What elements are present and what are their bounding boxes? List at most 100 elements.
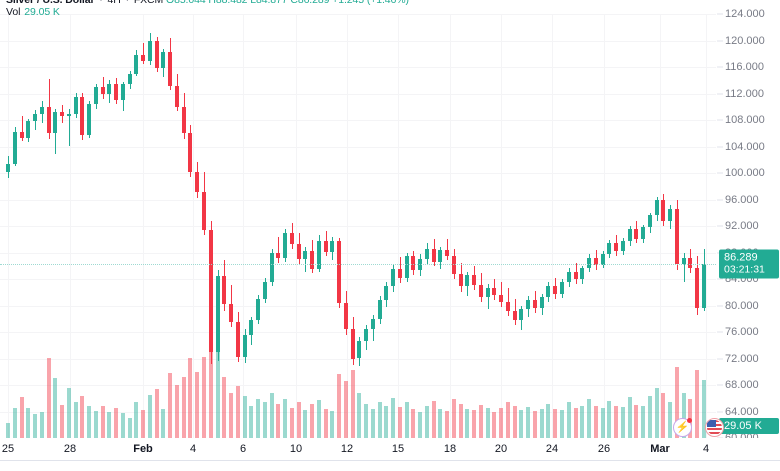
- price-tick-dash: [717, 278, 723, 280]
- gridline-vertical: [398, 14, 399, 438]
- candle-body-up: [391, 269, 395, 286]
- bar-countdown: 03:21:31: [724, 263, 765, 276]
- candle-body-up: [378, 299, 382, 320]
- time-tick-label: 4: [702, 443, 710, 455]
- volume-bar: [601, 408, 605, 438]
- price-axis[interactable]: 124.000 120.000 116.000 112.000 108.000 104.0…: [716, 8, 780, 444]
- gridline-horizontal: [0, 411, 716, 413]
- volume-bar: [80, 395, 84, 438]
- legend-symbol-row[interactable]: Silver / U.S. Dollar · 4H · FXCM O85.044…: [6, 0, 409, 6]
- candle-body-down: [459, 273, 463, 287]
- candle-body-down: [188, 133, 192, 172]
- volume-bar: [324, 408, 328, 438]
- legend-high-label: H: [208, 0, 216, 6]
- candle-body-up: [317, 240, 321, 270]
- volume-bar: [317, 399, 321, 438]
- candle-body-down: [553, 285, 557, 294]
- candle-body-up: [13, 131, 17, 164]
- price-tick-label: 124.000: [725, 8, 765, 20]
- candle-body-down: [492, 287, 496, 295]
- candle-body-up: [94, 86, 98, 105]
- volume-badge[interactable]: 29.05 K: [719, 418, 779, 434]
- volume-bar: [283, 399, 287, 438]
- gridline-vertical: [8, 14, 9, 438]
- gridline-horizontal: [0, 93, 716, 95]
- time-axis[interactable]: 25 28 Feb 4 6 10 12 15 18 20 24 26 Mar 4: [0, 438, 780, 471]
- legend-close-value: 86.289: [297, 0, 330, 6]
- volume-bar: [128, 417, 132, 438]
- volume-bar: [47, 357, 51, 438]
- time-tick-label: 4: [189, 443, 197, 455]
- volume-bar: [351, 370, 355, 438]
- candle-body-up: [702, 263, 706, 309]
- volume-bar: [628, 397, 632, 438]
- candle-body-up: [567, 271, 571, 283]
- price-tick-label: 68.000: [725, 379, 759, 391]
- current-price-value: 86.289: [724, 251, 758, 264]
- volume-bar: [290, 407, 294, 438]
- candle-body-down: [80, 97, 84, 135]
- volume-bar: [661, 393, 665, 438]
- volume-bar: [540, 408, 544, 438]
- volume-bar: [168, 372, 172, 438]
- current-price-badge[interactable]: 86.289 03:21:31: [719, 249, 779, 279]
- candle-body-down: [398, 269, 402, 278]
- candle-body-down: [47, 107, 51, 133]
- candle-body-down: [695, 267, 699, 309]
- price-tick-label: 100.000: [725, 167, 765, 179]
- volume-bar: [263, 402, 267, 438]
- volume-bar: [546, 404, 550, 438]
- volume-bar: [472, 410, 476, 438]
- price-tick-label: 76.000: [725, 326, 759, 338]
- candle-wick: [278, 237, 279, 264]
- volume-bar: [533, 410, 537, 438]
- candle-body-up: [26, 120, 30, 138]
- legend-interval[interactable]: 4H: [107, 0, 121, 6]
- volume-bar: [492, 412, 496, 438]
- candle-wick: [143, 43, 144, 65]
- volume-bar: [364, 404, 368, 438]
- candle-body-down: [634, 229, 638, 239]
- price-tick-dash: [717, 172, 723, 174]
- us-flag-icon[interactable]: [705, 418, 724, 437]
- volume-bar: [384, 405, 388, 438]
- time-tick-label: Feb: [133, 443, 153, 455]
- volume-bar: [553, 408, 557, 438]
- chart-plot-area[interactable]: [0, 14, 716, 438]
- volume-bar: [26, 407, 30, 438]
- candle-body-down: [222, 275, 226, 304]
- price-tick-dash: [717, 146, 723, 147]
- volume-bar: [398, 407, 402, 438]
- price-tick-dash: [717, 331, 723, 333]
- candle-body-up: [641, 227, 645, 239]
- legend-symbol[interactable]: Silver / U.S. Dollar: [6, 0, 95, 6]
- candle-body-up: [216, 275, 220, 352]
- gridline-horizontal: [0, 67, 716, 68]
- candle-body-down: [351, 328, 355, 359]
- candle-body-down: [114, 83, 118, 101]
- candle-body-up: [357, 340, 361, 359]
- volume-bar: [695, 370, 699, 438]
- volume-bar: [330, 410, 334, 438]
- volume-bar: [675, 366, 679, 438]
- candle-body-up: [519, 309, 523, 321]
- candle-body-up: [465, 275, 469, 287]
- gridline-horizontal: [0, 14, 716, 15]
- volume-bar: [594, 405, 598, 438]
- candle-body-down: [310, 250, 314, 270]
- lightning-bolt-icon[interactable]: ⚡: [673, 418, 692, 437]
- candle-body-up: [621, 240, 625, 252]
- gridline-vertical: [193, 14, 194, 438]
- volume-bar: [67, 387, 71, 438]
- volume-bar: [297, 401, 301, 438]
- volume-bar: [155, 389, 159, 438]
- price-tick-label: 120.000: [725, 34, 765, 47]
- price-tick-dash: [717, 384, 723, 386]
- candle-body-up: [601, 253, 605, 266]
- price-tick-dash: [717, 40, 723, 41]
- volume-bar: [486, 407, 490, 438]
- gridline-horizontal: [0, 358, 716, 360]
- volume-bar: [209, 331, 213, 438]
- volume-bar: [236, 385, 240, 438]
- candle-body-down: [533, 299, 537, 309]
